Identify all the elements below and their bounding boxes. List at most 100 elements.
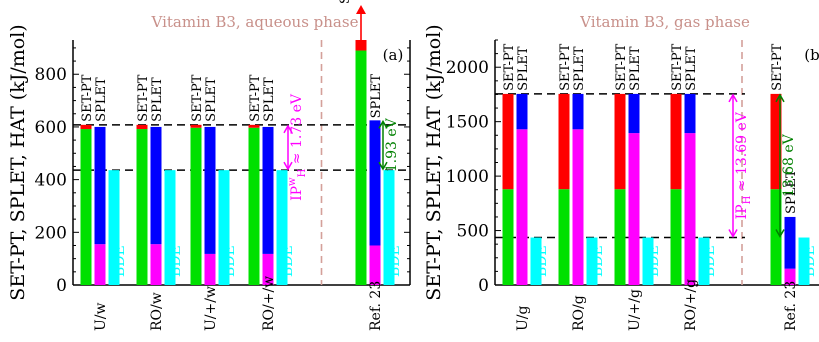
bar-splet-magenta bbox=[516, 129, 528, 285]
bar-splet-magenta bbox=[628, 133, 640, 285]
bar-label-setpt: SET-PT bbox=[136, 74, 151, 122]
bar-splet-blue bbox=[262, 126, 274, 254]
annotation-arrowhead bbox=[378, 161, 388, 171]
bar-setpt-red bbox=[614, 93, 626, 190]
bar-bde bbox=[164, 170, 176, 285]
chart-title: Vitamin B3, aqueous phase bbox=[151, 13, 359, 31]
bar-splet-magenta bbox=[572, 129, 584, 285]
bar-setpt-red bbox=[80, 124, 92, 130]
bar-splet-blue bbox=[572, 93, 584, 130]
x-tick-label: U/w bbox=[93, 302, 109, 331]
bar-setpt-green bbox=[355, 50, 367, 286]
bar-setpt-green bbox=[670, 189, 682, 285]
bar-setpt-red bbox=[770, 93, 782, 190]
bar-label-splet: SPLET bbox=[369, 74, 384, 119]
y-axis-label: SET-PT, SPLET, HAT (kJ/mol) bbox=[7, 24, 29, 300]
annotation-arrowhead bbox=[775, 93, 785, 103]
bar-label-splet: SPLET bbox=[784, 169, 799, 214]
chart-title: Vitamin B3, gas phase bbox=[579, 13, 750, 31]
annotation-arrowhead bbox=[728, 229, 738, 239]
bar-setpt-green bbox=[614, 189, 626, 285]
bar-label-bde: BDE bbox=[534, 245, 550, 277]
bar-label-splet: SPLET bbox=[150, 77, 165, 122]
bar-label-setpt: SET-PT bbox=[614, 43, 629, 91]
bar-label-bde: BDE bbox=[168, 245, 184, 277]
bar-label-setpt: SET-PT bbox=[248, 74, 263, 122]
bar-splet-blue bbox=[369, 120, 381, 246]
bar-splet-magenta bbox=[684, 133, 696, 285]
bar-splet-magenta bbox=[204, 253, 216, 285]
y-tick-label: 0 bbox=[478, 276, 489, 296]
bar-setpt-red bbox=[248, 124, 260, 128]
panel-label: (b bbox=[804, 46, 819, 64]
y-tick-label: 0 bbox=[56, 276, 67, 296]
y-axis-label: SET-PT, SPLET, HAT (kJ/mol) bbox=[423, 24, 445, 300]
x-tick-label: RO/w bbox=[149, 292, 165, 331]
x-tick-label: U/+/w bbox=[203, 286, 219, 331]
bar-label-splet: SPLET bbox=[94, 77, 109, 122]
x-tick-label: Ref. 23 bbox=[368, 281, 384, 331]
x-tick-label: Ref. 23 bbox=[783, 281, 799, 331]
annotation-text: 13.68 eV bbox=[781, 133, 797, 197]
x-tick-label: U/g bbox=[515, 305, 531, 331]
panel-label: (a) bbox=[383, 46, 404, 64]
annotation-text: IPwH ≈ 1.73 eV bbox=[287, 93, 308, 201]
x-tick-label: U/+/g bbox=[627, 289, 643, 331]
annotation-arrowhead bbox=[775, 229, 785, 239]
y-tick-label: 1000 bbox=[446, 167, 489, 187]
bar-label-setpt: SET-PT bbox=[770, 43, 785, 91]
y-tick-label: 600 bbox=[35, 118, 67, 138]
bar-splet-magenta bbox=[94, 244, 106, 285]
bar-setpt-green bbox=[136, 129, 148, 285]
bar-label-setpt: SET-PT bbox=[502, 43, 517, 91]
bar-setpt-green bbox=[248, 127, 260, 286]
bar-setpt-green bbox=[770, 189, 782, 285]
bar-setpt-green bbox=[502, 189, 514, 285]
chart-panel-1: Vitamin B3, aqueous phase 0 200 400 600 800 SE… bbox=[7, 0, 411, 331]
y-tick-label: 1500 bbox=[446, 113, 489, 133]
bar-setpt-red bbox=[502, 93, 514, 190]
y-tick-label: 200 bbox=[35, 223, 67, 243]
bar-label-splet: SPLET bbox=[516, 46, 531, 91]
bar-bde bbox=[798, 237, 810, 285]
bar-splet-magenta bbox=[369, 245, 381, 285]
annotation-arrowhead bbox=[283, 124, 293, 134]
bar-label-setpt: SET-PT bbox=[80, 74, 95, 122]
bar-label-bde: BDE bbox=[646, 245, 662, 277]
bar-bde bbox=[108, 170, 120, 285]
bar-splet-blue bbox=[784, 216, 796, 269]
bar-splet-magenta bbox=[784, 268, 796, 285]
bar-splet-blue bbox=[516, 93, 528, 130]
bar-label-bde: BDE bbox=[387, 245, 403, 277]
y-tick-label: 2000 bbox=[446, 58, 489, 78]
overflow-arrowhead bbox=[356, 5, 366, 14]
bar-label-splet: SPLET bbox=[262, 77, 277, 122]
annotation-text: 1.93 eV bbox=[384, 117, 400, 172]
bar-label-setpt: SET-PT bbox=[558, 43, 573, 91]
bar-splet-blue bbox=[628, 93, 640, 134]
bar-setpt-red bbox=[558, 93, 570, 190]
y-tick-label: 800 bbox=[35, 65, 67, 85]
bar-setpt-green bbox=[80, 129, 92, 285]
bar-bde bbox=[383, 170, 395, 285]
bar-bde bbox=[530, 237, 542, 285]
bar-setpt-green bbox=[558, 189, 570, 285]
bar-bde bbox=[698, 237, 710, 285]
bar-setpt-red bbox=[355, 40, 367, 51]
y-tick-label: 400 bbox=[35, 171, 67, 191]
bar-label-setpt: SET-PT bbox=[670, 43, 685, 91]
bar-splet-magenta bbox=[150, 244, 162, 285]
bar-label-bde: BDE bbox=[702, 245, 718, 277]
annotation-arrowhead bbox=[283, 161, 293, 171]
annotation-arrowhead bbox=[378, 119, 388, 129]
bar-label-bde: BDE bbox=[280, 245, 296, 277]
bar-setpt-green bbox=[190, 127, 202, 286]
x-tick-label: RO/+/g bbox=[683, 279, 699, 331]
annotation-text: IPH ≈ 13.69 eV bbox=[734, 111, 753, 219]
bar-label-splet: SPLET bbox=[684, 46, 699, 91]
bar-bde bbox=[642, 237, 654, 285]
bar-setpt-red bbox=[136, 124, 148, 130]
bar-label-bde: BDE bbox=[112, 245, 128, 277]
bar-bde bbox=[586, 237, 598, 285]
